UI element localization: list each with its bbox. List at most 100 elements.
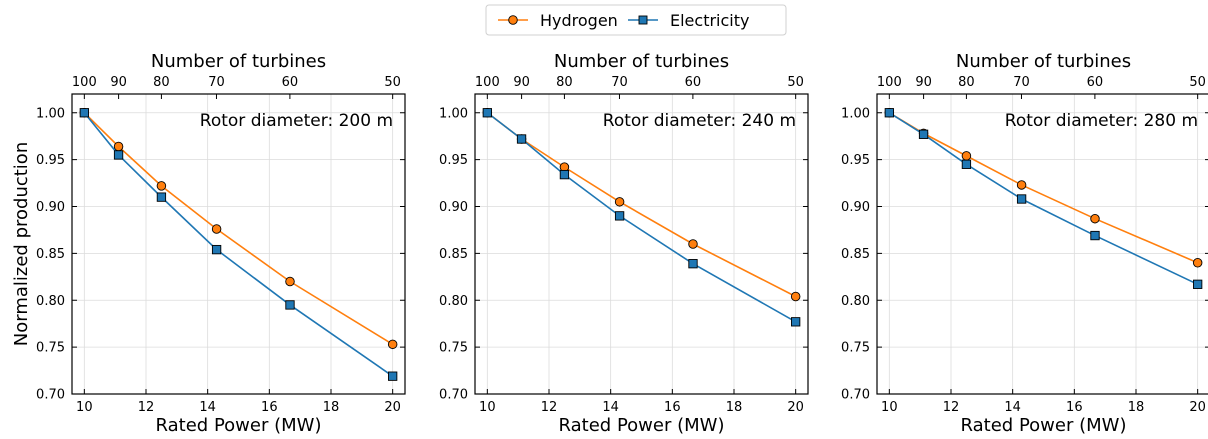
x2-tick-label: 80 bbox=[153, 75, 170, 90]
data-point-electricity bbox=[79, 108, 89, 118]
x2-tick-label: 90 bbox=[915, 75, 932, 90]
data-point-hydrogen bbox=[961, 151, 972, 161]
y-tick-label: 0.80 bbox=[841, 294, 870, 309]
chart-panels: 10 12 14 16 18 20 0.70 0.75 0.80 0.85 0.90 0.95 1.00… bbox=[11, 51, 1208, 436]
y-axis-label: Normalized production bbox=[11, 142, 32, 346]
data-point-electricity bbox=[961, 159, 972, 169]
x-tick-label: 12 bbox=[541, 400, 558, 415]
y-tick-label: 1.00 bbox=[841, 106, 870, 121]
series-line-electricity bbox=[888, 112, 1199, 286]
y-tick-label: 0.75 bbox=[841, 341, 870, 356]
data-point-hydrogen bbox=[156, 181, 167, 191]
rotor-diameter-annotation: Rotor diameter: 240 m bbox=[603, 111, 796, 131]
data-point-hydrogen bbox=[1192, 258, 1203, 268]
data-point-electricity bbox=[211, 244, 222, 255]
x2-tick-label: 60 bbox=[282, 75, 299, 90]
data-point-electricity bbox=[1193, 279, 1203, 289]
y-tick-label: 0.85 bbox=[841, 247, 870, 262]
x2-tick-label: 50 bbox=[384, 75, 401, 90]
x-tick-label: 14 bbox=[199, 400, 216, 415]
data-point-electricity bbox=[918, 129, 929, 139]
x-tick-label: 20 bbox=[1189, 400, 1206, 415]
y-tick-label: 0.95 bbox=[841, 153, 870, 168]
series-line-hydrogen bbox=[83, 112, 394, 345]
rotor-diameter-annotation: Rotor diameter: 200 m bbox=[200, 111, 393, 131]
y-tick-label: 0.90 bbox=[841, 200, 870, 215]
legend-entry-hydrogen: Hydrogen bbox=[498, 11, 618, 30]
y-tick-label: 0.75 bbox=[439, 341, 468, 356]
data-point-electricity bbox=[614, 211, 625, 221]
rotor-diameter-annotation: Rotor diameter: 280 m bbox=[1005, 111, 1198, 131]
series-line-electricity bbox=[83, 112, 394, 377]
data-point-electricity bbox=[156, 192, 167, 202]
data-point-electricity bbox=[516, 134, 527, 144]
x-tick-label: 14 bbox=[602, 400, 619, 415]
series-line-hydrogen bbox=[888, 112, 1198, 264]
series-line-hydrogen bbox=[486, 112, 797, 298]
x2-tick-label: 100 bbox=[72, 75, 97, 90]
x2-tick-label: 50 bbox=[1189, 75, 1206, 90]
x2-tick-label: 100 bbox=[877, 75, 902, 90]
legend: Hydrogen Electricity bbox=[485, 4, 787, 36]
x2-tick-label: 90 bbox=[513, 75, 530, 90]
x2-tick-label: 70 bbox=[611, 75, 628, 90]
x-tick-label: 12 bbox=[943, 400, 960, 415]
x2-tick-label: 50 bbox=[787, 75, 804, 90]
data-point-hydrogen bbox=[1090, 213, 1100, 224]
x-tick-label: 16 bbox=[261, 400, 278, 415]
x-axis-label: Rated Power (MW) bbox=[961, 415, 1127, 436]
x2-tick-label: 80 bbox=[958, 75, 975, 90]
data-point-electricity bbox=[559, 169, 570, 180]
x-tick-label: 10 bbox=[76, 400, 93, 415]
y-tick-label: 0.70 bbox=[841, 388, 870, 403]
x-tick-label: 18 bbox=[1128, 400, 1145, 415]
x-axis-label: Rated Power (MW) bbox=[559, 415, 725, 436]
chart-panel-2: 10 12 14 16 18 20 0.70 0.75 0.80 0.85 0.90 0.95 1.00… bbox=[439, 51, 809, 436]
data-point-hydrogen bbox=[688, 239, 698, 249]
x-tick-label: 14 bbox=[1004, 400, 1021, 415]
y-tick-label: 1.00 bbox=[36, 106, 65, 121]
chart-panel-1: 10 12 14 16 18 20 0.70 0.75 0.80 0.85 0.90 0.95 1.00… bbox=[11, 51, 406, 436]
legend-label-electricity: Electricity bbox=[670, 11, 749, 30]
x2-tick-label: 70 bbox=[1013, 75, 1030, 90]
x2-tick-label: 70 bbox=[208, 75, 225, 90]
plot-frame bbox=[474, 93, 809, 395]
x-tick-label: 10 bbox=[881, 400, 898, 415]
y-tick-label: 0.90 bbox=[439, 200, 468, 215]
y-tick-label: 0.85 bbox=[439, 247, 468, 262]
y-tick-label: 0.95 bbox=[439, 153, 468, 168]
data-point-hydrogen bbox=[211, 224, 222, 234]
x-tick-label: 20 bbox=[787, 400, 804, 415]
x-tick-label: 10 bbox=[479, 400, 496, 415]
y-tick-label: 1.00 bbox=[439, 106, 468, 121]
y-tick-label: 0.80 bbox=[36, 294, 65, 309]
data-point-hydrogen bbox=[1016, 180, 1027, 190]
data-point-electricity bbox=[884, 108, 894, 118]
data-point-hydrogen bbox=[790, 291, 801, 302]
data-point-hydrogen bbox=[614, 197, 625, 207]
y-tick-label: 0.70 bbox=[36, 388, 65, 403]
data-point-hydrogen bbox=[113, 141, 124, 152]
data-point-electricity bbox=[388, 371, 398, 381]
plot-frame bbox=[71, 93, 406, 395]
data-point-electricity bbox=[113, 150, 124, 160]
y-tick-label: 0.90 bbox=[36, 200, 65, 215]
data-point-electricity bbox=[285, 300, 295, 310]
y-tick-label: 0.95 bbox=[36, 153, 65, 168]
y-tick-label: 0.75 bbox=[36, 341, 65, 356]
legend-entry-electricity: Electricity bbox=[628, 11, 749, 30]
series-line-electricity bbox=[486, 112, 797, 323]
plot-frame bbox=[876, 93, 1208, 395]
x-tick-label: 16 bbox=[1066, 400, 1083, 415]
legend-marker-electricity bbox=[638, 15, 648, 25]
x-tick-label: 16 bbox=[664, 400, 681, 415]
x2-tick-label: 80 bbox=[556, 75, 573, 90]
data-point-electricity bbox=[688, 259, 698, 269]
data-point-electricity bbox=[482, 108, 492, 118]
legend-marker-hydrogen bbox=[508, 15, 518, 25]
x2-tick-label: 90 bbox=[110, 75, 127, 90]
x2-tick-label: 100 bbox=[475, 75, 500, 90]
x2-axis-label: Number of turbines bbox=[554, 51, 729, 72]
x-tick-label: 20 bbox=[384, 400, 401, 415]
